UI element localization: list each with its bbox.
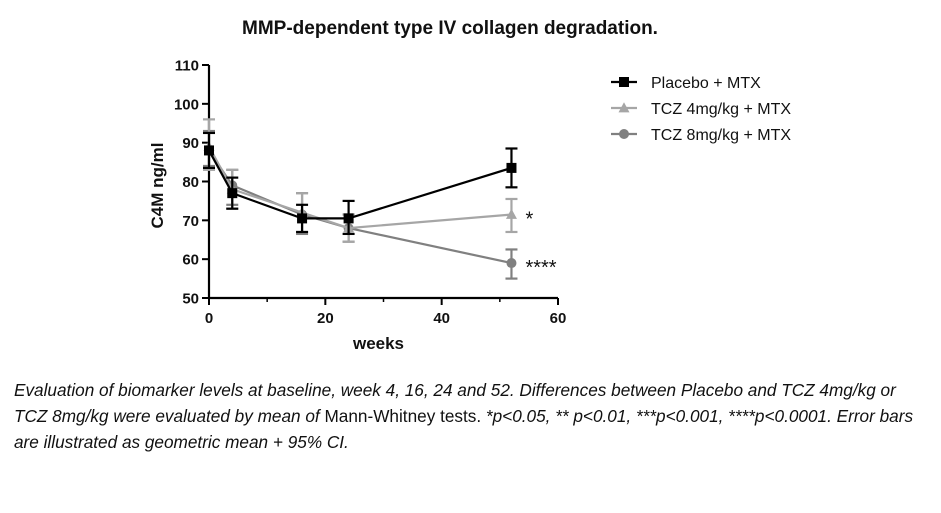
triangle-marker [505,208,517,219]
legend-label: TCZ 8mg/kg + MTX [651,127,791,144]
square-marker [204,145,214,156]
significance-annotation: **** [525,257,556,279]
legend-entry-1: Placebo + MTX [611,75,761,92]
triangle-marker [618,102,630,113]
x-tick-label: 40 [433,310,450,327]
y-axis-label: C4M ng/ml [148,143,167,229]
x-tick-label: 0 [205,310,213,327]
x-tick-label: 20 [317,310,334,327]
square-marker [619,77,629,87]
y-tick-label: 80 [182,174,199,191]
series-line [208,149,512,265]
caption-text-2: *p<0.05, ** p<0.01, ***p<0.001, ****p<0.… [14,406,914,452]
figure-caption: Evaluation of biomarker levels at baseli… [14,377,929,455]
legend-entry-2: TCZ 4mg/kg + MTX [611,101,791,118]
y-tick-label: 50 [182,291,199,308]
circle-marker [619,129,629,139]
square-marker [297,213,308,224]
significance-annotation: * [525,209,533,231]
legend-label: TCZ 4mg/kg + MTX [651,101,791,118]
x-axis-label: weeks [352,334,404,353]
square-marker [227,188,238,199]
y-tick-label: 100 [174,96,199,113]
series-1 [203,131,518,236]
square-marker [506,162,517,173]
chart-title: MMP-dependent type IV collagen degradati… [242,18,658,39]
legend-label: Placebo + MTX [651,75,761,92]
series-3: **** [203,129,557,280]
square-marker [343,213,354,224]
caption-test-name: Mann-Whitney tests. [324,406,482,426]
y-tick-label: 90 [182,135,199,152]
circle-marker [506,258,517,269]
y-tick-label: 70 [182,213,199,230]
x-tick-label: 60 [550,310,567,327]
legend-entry-3: TCZ 8mg/kg + MTX [611,127,791,144]
y-tick-label: 60 [182,252,199,269]
caption-text-1: Evaluation of biomarker levels at baseli… [14,380,896,426]
series-2: * [203,118,533,243]
y-tick-label: 110 [175,58,199,75]
series-line [208,149,512,220]
